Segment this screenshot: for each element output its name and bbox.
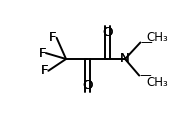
Text: N: N bbox=[120, 53, 130, 65]
Text: —: — bbox=[140, 36, 152, 49]
Text: N: N bbox=[120, 53, 130, 65]
Text: CH₃: CH₃ bbox=[146, 76, 168, 89]
Text: F: F bbox=[49, 31, 57, 44]
Text: O: O bbox=[102, 26, 113, 39]
Text: F: F bbox=[38, 47, 46, 60]
Text: F: F bbox=[38, 47, 46, 60]
Text: F: F bbox=[41, 64, 48, 77]
Text: —: — bbox=[139, 69, 151, 82]
Text: CH₃: CH₃ bbox=[146, 31, 168, 44]
Text: O: O bbox=[82, 79, 93, 92]
Text: O: O bbox=[82, 79, 93, 92]
Text: F: F bbox=[49, 31, 57, 44]
Text: O: O bbox=[102, 26, 113, 39]
Text: F: F bbox=[41, 64, 48, 77]
